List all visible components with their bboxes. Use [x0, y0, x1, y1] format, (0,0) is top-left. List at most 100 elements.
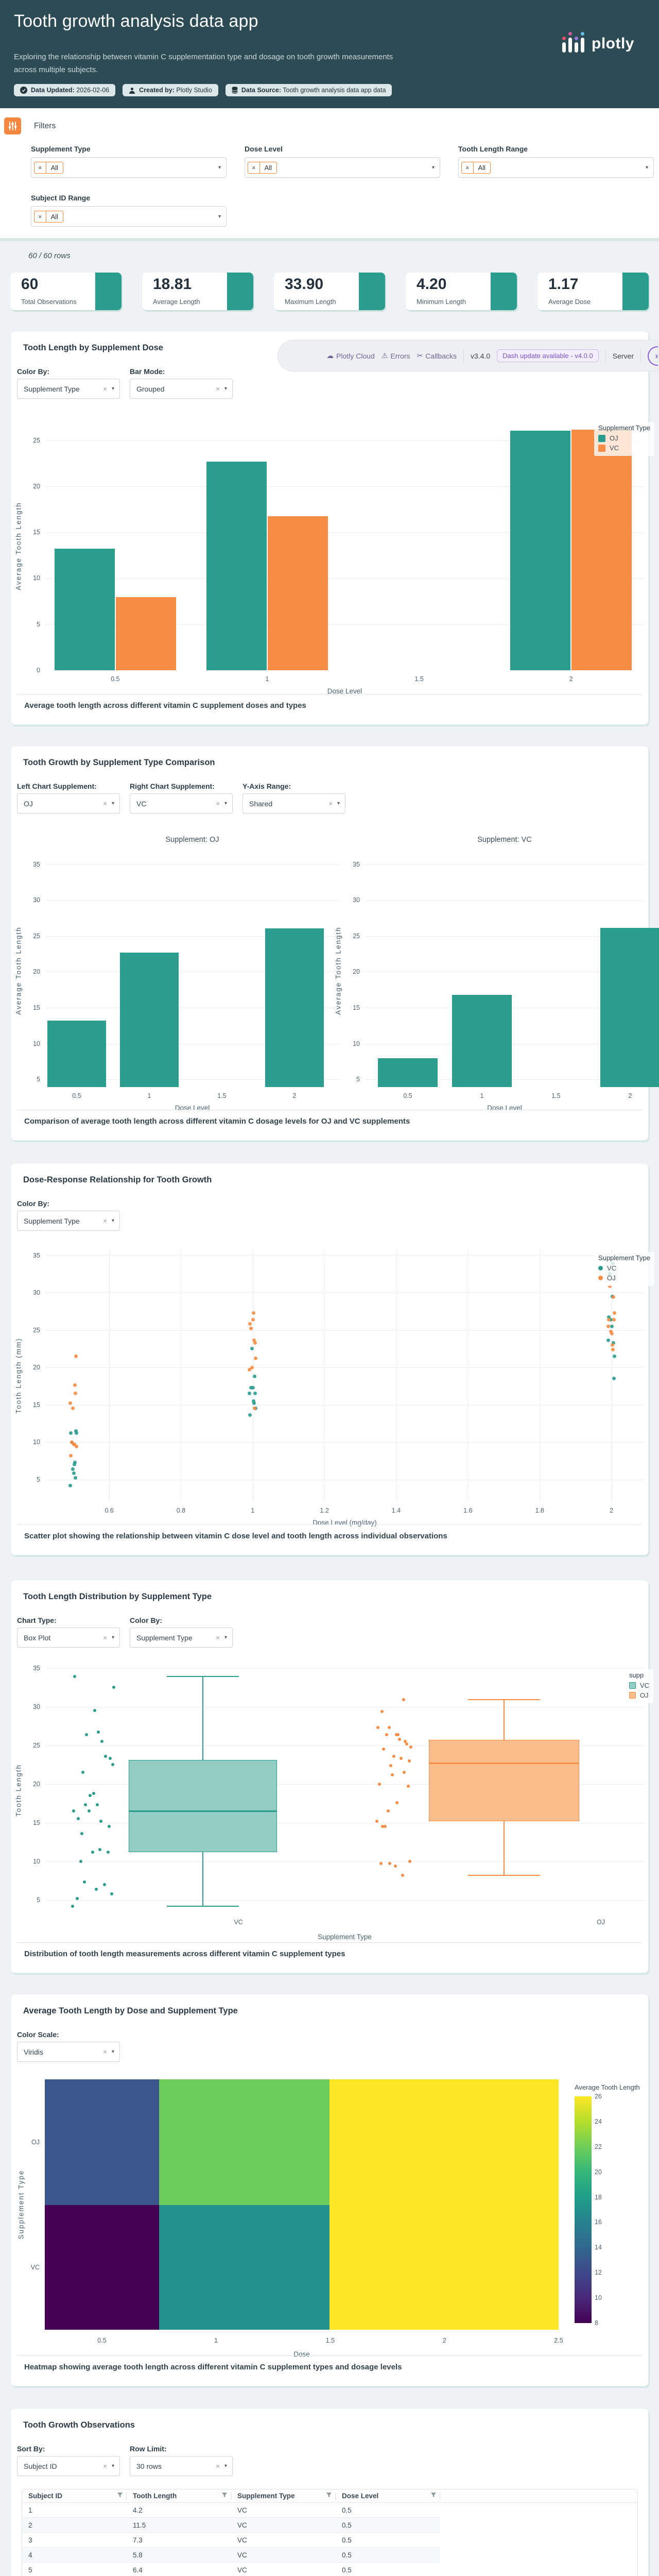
chevron-down-icon[interactable]: ▾	[111, 801, 114, 806]
box-point	[388, 1726, 391, 1730]
scatter-chart[interactable]: 5 10 15 20 25 30 35 0.6 0.8 1 1.2 1.4 1.6 1.8 2 Dose Le…	[15, 1249, 654, 1527]
column-header-dose-level[interactable]: Dose Level	[336, 2492, 440, 2500]
chevron-down-icon[interactable]: ▾	[111, 1218, 114, 1224]
filter-icon[interactable]	[326, 2492, 332, 2500]
grouped-bar-chart[interactable]: 0 5 10 15 20 25 0.5 1 1.5 2 Dose Level Average Toot…	[15, 422, 654, 695]
control-select[interactable]: Supplement Type × ▾	[17, 379, 120, 399]
toolbar-collapse-button[interactable]: »	[648, 346, 658, 366]
gridline	[45, 900, 339, 901]
bar-dose-2	[600, 927, 659, 1087]
filter-icon[interactable]	[430, 2492, 437, 2500]
bar-chart-oj[interactable]: 5 10 15 20 25 30 35 Supplement: OJ 0.5 1 1.5 2 Dose …	[15, 836, 339, 1112]
table-row[interactable]: 4 5.8 VC 0.5	[22, 2548, 440, 2563]
x-tick-label: 2	[610, 1507, 614, 1514]
column-header-supplement-type[interactable]: Supplement Type	[231, 2492, 336, 2500]
chevron-down-icon[interactable]: ▾	[645, 164, 648, 171]
clear-icon[interactable]: ×	[216, 2462, 220, 2470]
control-select[interactable]: Supplement Type × ▾	[17, 1211, 120, 1231]
chip-remove-icon[interactable]: ×	[462, 162, 474, 173]
chevron-down-icon[interactable]: ▾	[111, 2049, 114, 2055]
control-select[interactable]: Supplement Type × ▾	[130, 1628, 233, 1648]
clear-icon[interactable]: ×	[216, 385, 220, 393]
y-tick-label: 15	[33, 1819, 40, 1826]
clear-icon[interactable]: ×	[103, 1217, 107, 1225]
control-select[interactable]: Subject ID × ▾	[17, 2456, 120, 2476]
logo-bar-column	[562, 37, 566, 53]
box-plot-chart[interactable]: 5 10 15 20 25 30 35 VC OJ Supplement Type Tooth Le…	[15, 1665, 653, 1941]
callbacks-button[interactable]: ✂ Callbacks	[417, 351, 457, 360]
chevron-down-icon[interactable]: ▾	[224, 386, 227, 392]
column-header-subject-id[interactable]: Subject ID	[22, 2492, 127, 2500]
logo-bar-column	[575, 37, 578, 53]
scatter-point	[608, 1284, 612, 1288]
table-row[interactable]: 5 6.4 VC 0.5	[22, 2563, 440, 2576]
scatter-point	[248, 1413, 252, 1417]
table-cell: 4.2	[133, 2506, 143, 2514]
filter-icon[interactable]	[221, 2492, 228, 2500]
control-select[interactable]: VC × ▾	[130, 793, 233, 814]
control-select[interactable]: Grouped × ▾	[130, 379, 233, 399]
chevron-down-icon[interactable]: ▾	[218, 164, 221, 171]
stat-accent-bar	[491, 273, 517, 310]
filter-multiselect[interactable]: × All ▾	[245, 157, 440, 178]
clear-icon[interactable]: ×	[103, 2048, 107, 2056]
box-point	[389, 1764, 392, 1767]
chevron-down-icon[interactable]: ▾	[224, 1635, 227, 1640]
clear-icon[interactable]: ×	[103, 2462, 107, 2470]
chevron-down-icon[interactable]: ▾	[337, 801, 340, 806]
chevron-down-icon[interactable]: ▾	[111, 386, 114, 392]
chevron-down-icon[interactable]: ▾	[224, 2463, 227, 2469]
legend-entry-vc[interactable]: VC	[629, 1682, 649, 1689]
errors-button[interactable]: ⚠ Errors	[381, 351, 410, 360]
chip-remove-icon[interactable]: ×	[34, 211, 46, 222]
control-select[interactable]: Shared × ▾	[242, 793, 345, 814]
column-header-tooth-length[interactable]: Tooth Length	[127, 2492, 231, 2500]
filter-label: Subject ID Range	[31, 194, 91, 202]
chip-remove-icon[interactable]: ×	[248, 162, 260, 173]
control-bar-mode: Bar Mode: Grouped × ▾	[130, 367, 233, 399]
clear-icon[interactable]: ×	[103, 385, 107, 393]
chevron-down-icon[interactable]: ▾	[431, 164, 435, 171]
column-resize-handle[interactable]	[126, 2492, 127, 2500]
clear-icon[interactable]: ×	[103, 1634, 107, 1641]
column-resize-handle[interactable]	[335, 2492, 336, 2500]
table-row[interactable]: 2 11.5 VC 0.5	[22, 2518, 440, 2533]
clear-icon[interactable]: ×	[216, 800, 220, 807]
filter-multiselect[interactable]: × All ▾	[458, 157, 654, 178]
control-select[interactable]: OJ × ▾	[17, 793, 120, 814]
filter-icon[interactable]	[117, 2492, 123, 2500]
clear-icon[interactable]: ×	[328, 800, 333, 807]
chevron-down-icon[interactable]: ▾	[218, 213, 221, 219]
clear-icon[interactable]: ×	[103, 800, 107, 807]
legend-entry-oj[interactable]: OJ	[629, 1691, 649, 1699]
legend-entry-oj[interactable]: OJ	[598, 1274, 650, 1282]
legend-entry-vc[interactable]: VC	[598, 444, 650, 452]
box-point	[73, 1675, 76, 1679]
filter-multiselect[interactable]: × All ▾	[31, 157, 227, 178]
chevron-down-icon[interactable]: ▾	[111, 1635, 114, 1640]
chevron-down-icon[interactable]: ▾	[111, 2463, 114, 2469]
plotly-cloud-button[interactable]: ☁ Plotly Cloud	[326, 351, 375, 360]
bar-chart-vc[interactable]: 5 10 15 20 25 30 35 Supplement: VC 0.5 1 1.5 2 Dose …	[335, 836, 659, 1112]
filter-multiselect[interactable]: × All ▾	[31, 206, 227, 227]
heatmap-cell-vc-1	[159, 2205, 330, 2330]
scatter-point	[612, 1377, 616, 1381]
gridline	[45, 1079, 339, 1080]
bar-dose-1	[119, 952, 179, 1087]
control-select[interactable]: Viridis × ▾	[17, 2042, 120, 2062]
table-row[interactable]: 3 7.3 VC 0.5	[22, 2533, 440, 2548]
table-row[interactable]: 1 4.2 VC 0.5	[22, 2503, 440, 2518]
chip-remove-icon[interactable]: ×	[34, 162, 46, 173]
chevron-down-icon[interactable]: ▾	[224, 801, 227, 806]
control-select[interactable]: 30 rows × ▾	[130, 2456, 233, 2476]
legend-entry-oj[interactable]: OJ	[598, 434, 650, 442]
chart-caption: Distribution of tooth length measurement…	[17, 1942, 642, 1973]
clear-icon[interactable]: ×	[216, 1634, 220, 1641]
dash-update-pill[interactable]: Dash update available - v4.0.0	[497, 349, 599, 362]
control-select[interactable]: Box Plot × ▾	[17, 1628, 120, 1648]
y-tick-label: 25	[33, 1326, 40, 1334]
box-point	[77, 1817, 80, 1821]
heatmap-chart[interactable]: OJ VC 0.5 1 1.5 2 2.5 Dose Supplement Type Averag…	[18, 2079, 640, 2358]
y-tick-label: 25	[33, 1741, 40, 1749]
legend-entry-vc[interactable]: VC	[598, 1264, 650, 1272]
